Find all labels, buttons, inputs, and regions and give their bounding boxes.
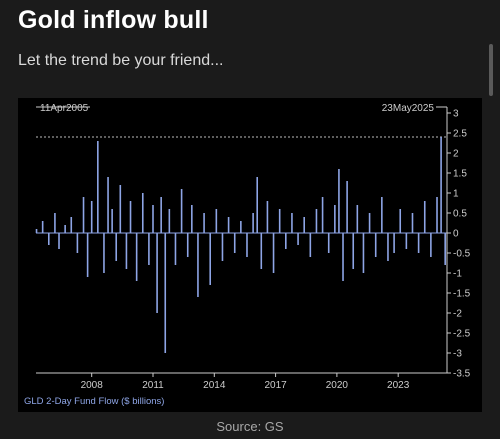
y-tick-labels: 3 2.5 2 1.5 1 0.5 0 -0.5 -1 -1.5 -2 -2.5 -3 -3.5 — [447, 109, 471, 380]
scrollbar-thumb[interactable] — [489, 44, 493, 96]
y-tick-label: 3 — [453, 109, 459, 120]
start-date-label: 11Apr2005 — [40, 103, 89, 114]
x-tick-label: 2008 — [81, 380, 104, 391]
x-tick-label: 2023 — [387, 380, 410, 391]
x-tick-label: 2017 — [264, 380, 287, 391]
y-tick-label: -2 — [453, 309, 462, 320]
end-date-label: 23May2025 — [382, 103, 435, 114]
y-tick-label: 1 — [453, 189, 459, 200]
fund-flow-chart: 11Apr2005 23May2025 GLD 2-Day Fund Flow … — [24, 103, 471, 407]
x-tick-label: 2011 — [142, 380, 164, 391]
y-tick-label: 2 — [453, 149, 459, 160]
page-title: Gold inflow bull — [18, 6, 209, 34]
x-tick-label: 2014 — [203, 380, 226, 391]
axis-layer: 11Apr2005 23May2025 GLD 2-Day Fund Flow … — [24, 103, 448, 407]
bars-layer — [35, 137, 446, 353]
x-tick-labels: 2008 2011 2014 2017 2020 2023 — [81, 373, 410, 391]
page-subtitle: Let the trend be your friend... — [18, 52, 224, 69]
y-tick-label: 2.5 — [453, 129, 467, 140]
y-tick-label: 0.5 — [453, 209, 467, 220]
y-tick-label: -1.5 — [453, 289, 471, 300]
x-tick-label: 2020 — [326, 380, 349, 391]
y-tick-label: -1 — [453, 269, 462, 280]
chart-panel: 11Apr2005 23May2025 GLD 2-Day Fund Flow … — [18, 98, 482, 412]
y-tick-label: 0 — [453, 229, 459, 240]
y-tick-label: -3 — [453, 349, 462, 360]
y-tick-label: -2.5 — [453, 329, 471, 340]
series-label: GLD 2-Day Fund Flow ($ billions) — [24, 396, 164, 407]
source-note: Source: GS — [216, 419, 284, 434]
y-tick-label: 1.5 — [453, 169, 467, 180]
y-tick-label: -0.5 — [453, 249, 471, 260]
y-tick-label: -3.5 — [453, 369, 471, 380]
